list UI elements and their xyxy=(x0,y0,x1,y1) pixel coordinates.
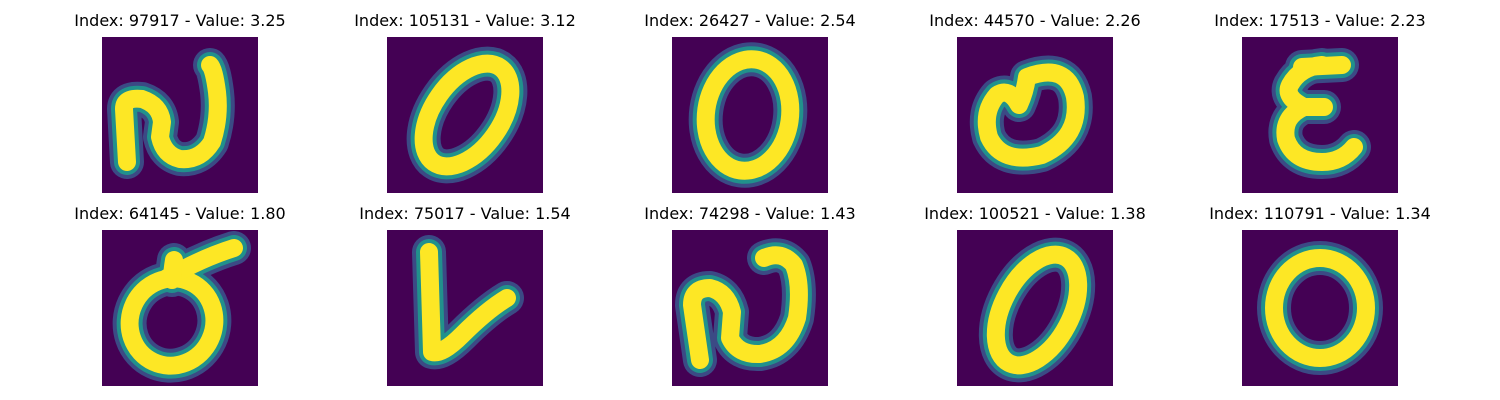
digit-image xyxy=(102,37,258,193)
image-panel: Index: 64145 - Value: 1.80 xyxy=(30,193,330,386)
panel-title: Index: 100521 - Value: 1.38 xyxy=(924,204,1146,223)
digit-image xyxy=(672,37,828,193)
panel-title: Index: 17513 - Value: 2.23 xyxy=(1214,11,1426,30)
image-panel: Index: 74298 - Value: 1.43 xyxy=(600,193,900,386)
panel-title: Index: 74298 - Value: 1.43 xyxy=(644,204,856,223)
image-panel: Index: 17513 - Value: 2.23 xyxy=(1170,0,1470,193)
digit-image xyxy=(1242,230,1398,386)
panel-title: Index: 75017 - Value: 1.54 xyxy=(359,204,571,223)
digit-image xyxy=(957,230,1113,386)
digit-image xyxy=(102,230,258,386)
digit-image xyxy=(387,230,543,386)
panel-title: Index: 26427 - Value: 2.54 xyxy=(644,11,856,30)
digit-image xyxy=(1242,37,1398,193)
digit-image xyxy=(387,37,543,193)
image-panel: Index: 75017 - Value: 1.54 xyxy=(315,193,615,386)
digit-image xyxy=(672,230,828,386)
image-panel: Index: 26427 - Value: 2.54 xyxy=(600,0,900,193)
digit-image xyxy=(957,37,1113,193)
image-panel: Index: 105131 - Value: 3.12 xyxy=(315,0,615,193)
image-panel: Index: 100521 - Value: 1.38 xyxy=(885,193,1185,386)
image-panel: Index: 44570 - Value: 2.26 xyxy=(885,0,1185,193)
panel-title: Index: 44570 - Value: 2.26 xyxy=(929,11,1141,30)
panel-title: Index: 64145 - Value: 1.80 xyxy=(74,204,286,223)
panel-title: Index: 105131 - Value: 3.12 xyxy=(354,11,576,30)
image-panel: Index: 97917 - Value: 3.25 xyxy=(30,0,330,193)
image-panel: Index: 110791 - Value: 1.34 xyxy=(1170,193,1470,386)
panel-title: Index: 110791 - Value: 1.34 xyxy=(1209,204,1431,223)
panel-title: Index: 97917 - Value: 3.25 xyxy=(74,11,286,30)
